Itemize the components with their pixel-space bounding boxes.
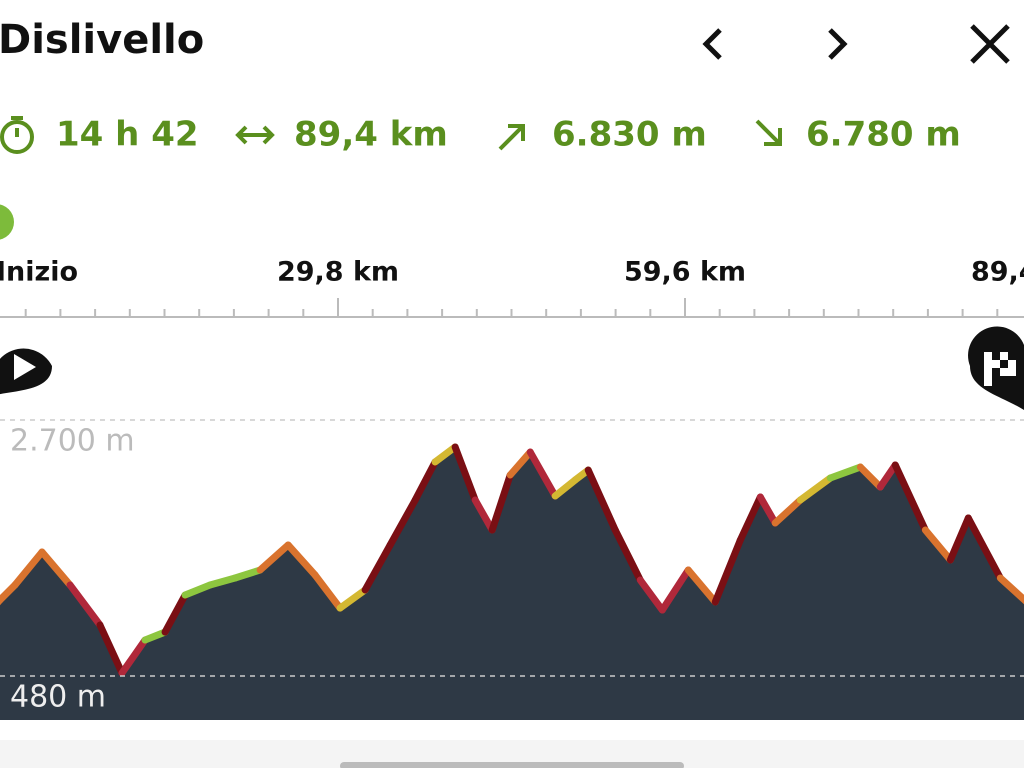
elevation-line-segment xyxy=(964,514,1004,582)
elevation-line-segment xyxy=(921,526,954,564)
prev-button[interactable] xyxy=(702,28,722,60)
elevation-line-segment xyxy=(506,448,534,479)
descent: 6.780 m xyxy=(806,115,961,155)
elevation-line-segment xyxy=(256,541,292,574)
elevation-line-segment xyxy=(141,628,169,644)
elevation-line-segment xyxy=(284,541,319,579)
elevation-line-segment xyxy=(711,536,744,606)
close-button[interactable] xyxy=(970,24,1010,64)
elevation-line-segment xyxy=(771,496,804,527)
elevation-line-segment xyxy=(361,541,394,594)
elevation-line-segment xyxy=(161,591,189,636)
elevation-line-segment xyxy=(736,493,764,544)
finish-pin[interactable] xyxy=(968,326,1024,410)
elevation-line-segment xyxy=(826,463,864,482)
title: Dislivello xyxy=(0,17,204,63)
elevation-line-segment xyxy=(0,581,19,604)
elevation-line-segment xyxy=(206,574,239,589)
duration: 14 h 42 xyxy=(56,115,199,155)
elevation-line-segment xyxy=(636,576,666,614)
elevation-line-segment xyxy=(66,581,104,629)
elevation-area xyxy=(0,446,1024,720)
elevation-line-segment xyxy=(411,458,439,504)
elevation-line-segment xyxy=(118,636,149,677)
elevation-line-segment xyxy=(946,514,972,564)
distance: 89,4 km xyxy=(294,115,448,155)
elevation-line-segment xyxy=(431,443,459,466)
elevation-line-segment xyxy=(658,566,692,614)
start-dot xyxy=(0,204,14,240)
y-tick-label: 480 m xyxy=(10,680,106,715)
elevation-line-segment xyxy=(11,548,46,589)
stat-icons xyxy=(0,116,782,154)
elevation-line-segment xyxy=(38,548,74,589)
elevation-line-segment xyxy=(876,461,899,491)
elevation-line-segment xyxy=(584,466,619,534)
elevation-line-segment xyxy=(336,586,369,612)
elevation-line-segment xyxy=(386,496,419,549)
ascent: 6.830 m xyxy=(552,115,707,155)
x-tick-label: 29,8 km xyxy=(277,257,399,288)
elevation-line-segment xyxy=(181,581,214,599)
elevation-line-segment xyxy=(488,471,514,534)
elevation-line-segment xyxy=(526,448,559,500)
elevation-line-segment xyxy=(451,443,479,504)
drag-handle[interactable] xyxy=(340,762,684,768)
next-button[interactable] xyxy=(828,28,848,60)
x-tick-label: 59,6 km xyxy=(624,257,746,288)
x-tick-label: Inizio xyxy=(0,257,78,288)
elevation-line-segment xyxy=(311,571,344,612)
x-tick-label: 89,4 km xyxy=(971,257,1024,288)
elevation-line-segment xyxy=(551,476,579,500)
elevation-line-segment xyxy=(611,526,644,584)
elevation-line-segment xyxy=(891,461,929,534)
elevation-line-segment xyxy=(756,493,779,527)
elevation-line-segment xyxy=(231,566,264,582)
elevation-line-segment xyxy=(796,474,834,504)
elevation-line-segment xyxy=(996,574,1024,605)
elevation-line-segment xyxy=(856,463,884,491)
elevation-line-segment xyxy=(471,496,496,534)
elevation-line-segment xyxy=(684,566,719,606)
y-tick-label: 2.700 m xyxy=(10,424,135,459)
start-pin[interactable] xyxy=(0,348,52,395)
elevation-line-segment xyxy=(96,621,126,677)
profile: Inizio 29,8 km 59,6 km 89,4 km 2.700 m 480 m xyxy=(0,257,1024,720)
